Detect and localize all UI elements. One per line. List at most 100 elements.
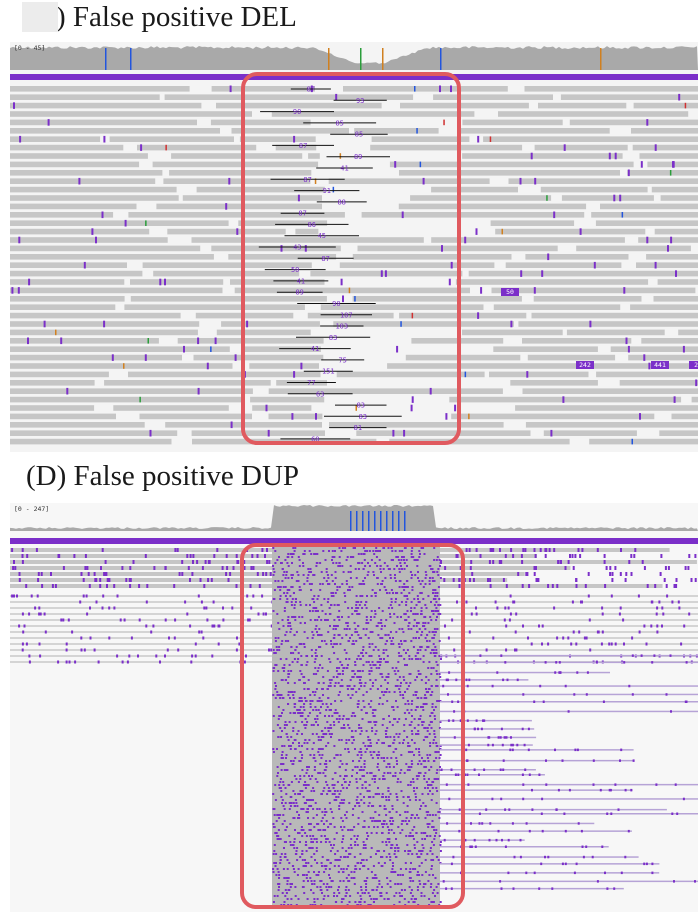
insertion-mark xyxy=(398,586,401,588)
insertion-mark xyxy=(315,850,318,852)
insertion-mark xyxy=(402,796,405,798)
insertion-mark xyxy=(272,574,275,576)
insertion-mark xyxy=(418,601,421,603)
insertion-mark xyxy=(382,820,385,822)
insertion-mark xyxy=(434,877,437,879)
insertion-mark xyxy=(184,600,187,604)
insertion-mark xyxy=(323,895,326,897)
insertion-mark xyxy=(416,559,419,561)
insertion-mark xyxy=(315,814,318,816)
insertion-mark xyxy=(282,625,285,627)
insertion-mark xyxy=(316,862,319,864)
insertion-mark xyxy=(416,814,418,816)
insertion-mark xyxy=(404,664,406,666)
insertion-mark xyxy=(21,612,24,616)
aligned-read xyxy=(124,304,305,310)
insertion-mark xyxy=(344,814,346,816)
insertion-mark xyxy=(655,783,658,786)
insertion-mark xyxy=(190,660,193,664)
insertion-mark xyxy=(21,560,24,564)
insertion-mark xyxy=(356,703,359,705)
insertion-mark xyxy=(313,661,316,663)
insertion-mark xyxy=(310,838,313,840)
insertion-mark xyxy=(298,742,300,744)
insertion-mark xyxy=(386,877,389,879)
insertion-mark xyxy=(310,553,313,555)
insertion-mark xyxy=(386,700,389,702)
insertion-mark xyxy=(527,748,530,752)
insertion-mark xyxy=(608,788,611,792)
insertion-mark xyxy=(278,886,280,888)
insertion-mark xyxy=(326,688,329,690)
insertion-mark xyxy=(667,566,670,570)
insertion-mark xyxy=(403,583,406,585)
insertion-mark xyxy=(285,754,288,756)
insertion-mark xyxy=(422,177,425,185)
insertion-mark xyxy=(375,547,378,549)
insertion-mark xyxy=(207,578,210,582)
insertion-mark xyxy=(436,556,439,558)
insertion-mark xyxy=(361,670,364,672)
insertion-mark xyxy=(653,654,656,657)
aligned-read xyxy=(462,329,563,336)
insertion-mark xyxy=(544,554,547,558)
mismatch-tick xyxy=(468,413,470,420)
insertion-mark xyxy=(446,678,449,682)
insertion-mark xyxy=(343,727,346,729)
insertion-mark xyxy=(78,177,81,185)
insertion-mark xyxy=(340,278,343,286)
insertion-mark xyxy=(281,757,284,759)
insertion-mark xyxy=(563,144,566,151)
insertion-mark xyxy=(571,554,574,558)
insertion-mark xyxy=(333,604,336,606)
insertion-mark xyxy=(279,586,282,588)
insertion-mark xyxy=(121,566,124,570)
insertion-mark xyxy=(389,736,392,738)
insertion-mark xyxy=(18,572,21,576)
insertion-mark xyxy=(677,600,680,604)
insertion-mark xyxy=(517,572,520,576)
insertion-mark xyxy=(511,822,514,825)
insertion-mark xyxy=(450,768,453,771)
insertion-mark xyxy=(408,835,411,837)
insertion-mark xyxy=(562,636,565,640)
insertion-mark xyxy=(522,797,525,801)
insertion-mark xyxy=(333,757,336,759)
insertion-mark xyxy=(435,757,438,759)
insertion-mark xyxy=(459,566,462,570)
aligned-read xyxy=(142,262,312,268)
insertion-mark xyxy=(367,868,370,870)
insertion-mark xyxy=(401,895,403,897)
insertion-mark xyxy=(313,898,316,900)
insertion-mark xyxy=(407,742,410,744)
insertion-mark xyxy=(321,793,323,795)
insertion-mark xyxy=(643,354,646,361)
insertion-mark xyxy=(417,670,420,672)
insertion-mark xyxy=(423,895,426,897)
insertion-mark xyxy=(106,578,109,582)
insertion-mark xyxy=(275,820,278,822)
insertion-mark xyxy=(337,565,340,567)
insertion-mark xyxy=(283,808,286,810)
insertion-mark xyxy=(348,853,351,855)
insertion-mark xyxy=(352,808,355,810)
insertion-mark xyxy=(363,865,366,867)
aligned-read xyxy=(130,296,327,302)
insertion-mark xyxy=(383,862,386,864)
insertion-mark xyxy=(366,574,369,576)
insertion-mark xyxy=(323,598,326,600)
insertion-mark xyxy=(327,583,329,585)
insertion-mark xyxy=(331,880,334,882)
insertion-mark xyxy=(400,682,402,684)
insertion-mark xyxy=(420,892,423,894)
insertion-mark xyxy=(429,814,432,816)
insertion-mark xyxy=(390,559,393,561)
insertion-mark xyxy=(338,610,341,612)
insertion-mark xyxy=(431,826,434,828)
insertion-mark xyxy=(279,598,282,600)
aligned-read xyxy=(449,396,682,403)
insertion-mark xyxy=(376,766,379,768)
insertion-mark xyxy=(343,799,346,801)
insertion-mark xyxy=(330,604,332,606)
insertion-mark xyxy=(403,889,406,891)
